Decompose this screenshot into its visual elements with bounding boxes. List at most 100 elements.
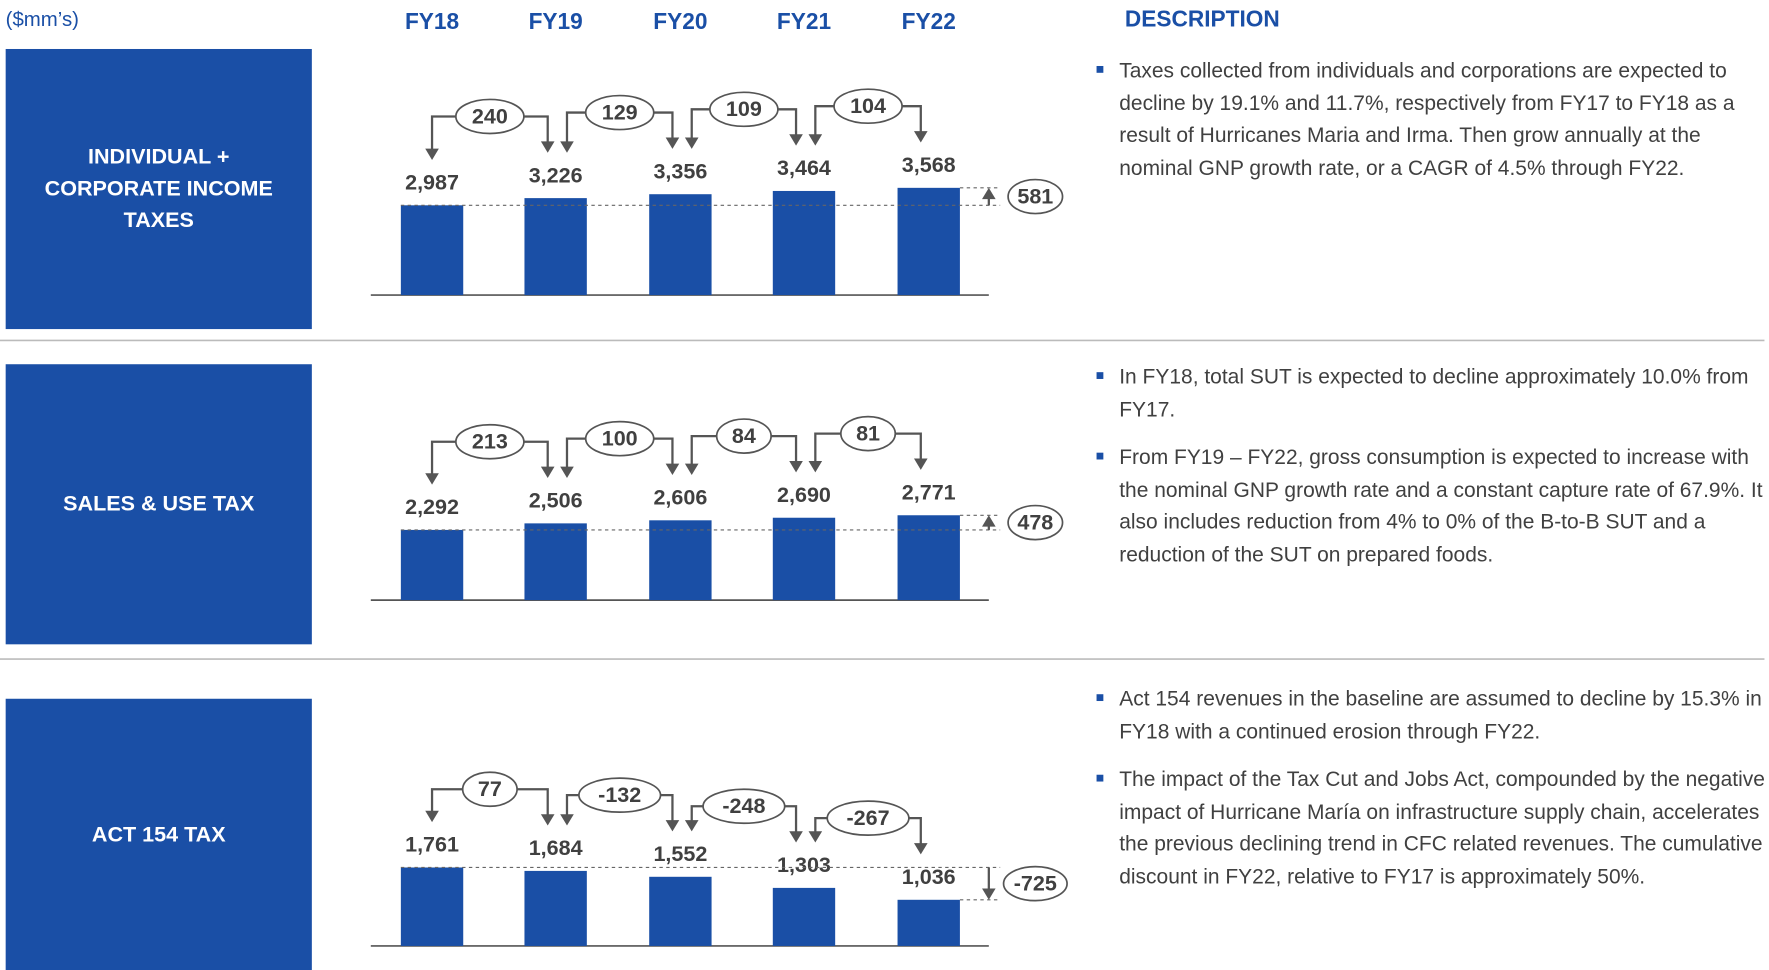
- arrow-head: [789, 134, 803, 146]
- arrow-head: [808, 461, 823, 473]
- bar: [897, 899, 960, 946]
- change-bubble: [709, 91, 779, 128]
- bullet: Taxes collected from individuals and cor…: [1096, 55, 1769, 184]
- total-change-label: 581: [1017, 184, 1053, 208]
- row-label: ACT 154 TAX: [91, 823, 226, 848]
- arrow-head: [913, 131, 928, 143]
- change-label: 84: [732, 424, 756, 448]
- change-bubble: [584, 94, 655, 131]
- row-label-holder: INDIVIDUAL + CORPORATE INCOME TAXES: [44, 144, 273, 233]
- bullet: From FY19 – FY22, gross consumption is e…: [1096, 441, 1769, 570]
- row-label-holder: SALES & USE TAX: [63, 491, 255, 516]
- arrow-head: [540, 814, 555, 826]
- change-bubble: [702, 788, 786, 825]
- arrow-head: [913, 458, 928, 470]
- bullet: Act 154 revenues in the baseline are ass…: [1096, 683, 1769, 748]
- bar: [897, 515, 960, 601]
- bar: [524, 523, 587, 601]
- description-title: DESCRIPTION: [1125, 6, 1280, 32]
- change-label: 109: [726, 97, 762, 121]
- total-change-label: -725: [1014, 871, 1057, 895]
- arrow-head: [684, 463, 699, 475]
- year-header: FY21: [777, 8, 831, 34]
- value-label: 1,761: [405, 833, 459, 857]
- bar: [649, 194, 712, 296]
- value-label: 1,552: [653, 842, 707, 866]
- bar: [524, 198, 587, 296]
- arrow-head: [808, 134, 823, 146]
- value-label: 1,684: [529, 836, 583, 860]
- bar: [524, 870, 587, 946]
- bullet-list: Taxes collected from individuals and cor…: [1094, 55, 1769, 184]
- change-bubble: [455, 423, 525, 460]
- change-label: 104: [850, 94, 886, 118]
- row-label: INDIVIDUAL + CORPORATE INCOME TAXES: [44, 144, 273, 233]
- arrow-head: [982, 888, 996, 900]
- change-bubble: [584, 420, 655, 457]
- bar: [772, 190, 836, 296]
- year-header: FY20: [653, 8, 707, 34]
- change-label: 77: [478, 777, 502, 801]
- total-change-bubble: [1007, 504, 1064, 541]
- row-label-box: [5, 364, 312, 645]
- arrow-head: [665, 820, 680, 832]
- arrow-head: [560, 466, 574, 479]
- arrow-head: [540, 141, 555, 153]
- value-label: 3,568: [902, 153, 956, 177]
- value-label: 3,464: [777, 156, 831, 180]
- row-label: SALES & USE TAX: [63, 491, 255, 516]
- total-change-bubble: [1002, 865, 1068, 902]
- change-label: -248: [722, 794, 765, 818]
- arrow-head: [789, 461, 803, 473]
- arrow-head: [540, 466, 555, 479]
- year-header: FY22: [902, 8, 956, 34]
- value-label: 1,303: [777, 853, 831, 877]
- value-label: 3,356: [653, 159, 707, 183]
- bullet: The impact of the Tax Cut and Jobs Act, …: [1096, 763, 1769, 892]
- value-label: 2,606: [653, 485, 707, 509]
- arrow-head: [982, 187, 996, 200]
- arrow-head: [560, 141, 574, 153]
- bar: [772, 517, 836, 601]
- bar: [649, 520, 712, 601]
- row-label-holder: ACT 154 TAX: [91, 823, 226, 848]
- total-change-bubble: [1007, 178, 1064, 215]
- change-label: 240: [472, 104, 508, 128]
- value-label: 2,292: [405, 495, 459, 519]
- row-label-box: [5, 698, 312, 970]
- bullet-list: Act 154 revenues in the baseline are ass…: [1094, 683, 1769, 893]
- total-change-label: 478: [1017, 510, 1053, 534]
- arrow-head: [425, 473, 439, 485]
- change-label: -267: [847, 806, 890, 830]
- change-label: 129: [602, 100, 638, 124]
- bar: [400, 205, 464, 296]
- change-label: 213: [472, 430, 508, 454]
- change-bubble: [833, 88, 903, 125]
- change-bubble: [578, 777, 662, 814]
- bar: [400, 529, 464, 601]
- arrow-head: [425, 148, 439, 160]
- bar: [772, 887, 836, 946]
- change-label: 100: [602, 426, 638, 450]
- change-bubble: [839, 415, 897, 452]
- arrow-head: [560, 814, 574, 826]
- arrow-head: [665, 137, 680, 149]
- arrow-head: [982, 515, 996, 527]
- value-label: 1,036: [902, 865, 956, 889]
- value-label: 2,987: [405, 170, 459, 194]
- year-header: FY19: [529, 8, 583, 34]
- bullets-holder: Act 154 revenues in the baseline are ass…: [1094, 683, 1769, 893]
- bullets-holder: In FY18, total SUT is expected to declin…: [1096, 364, 1769, 570]
- value-label: 2,506: [529, 489, 583, 513]
- arrow-head: [665, 463, 680, 475]
- year-header: FY18: [405, 8, 459, 34]
- arrow-head: [425, 810, 439, 823]
- bar: [897, 187, 960, 296]
- value-label: 2,771: [902, 480, 956, 504]
- arrow-head: [684, 820, 699, 832]
- bar: [400, 867, 464, 946]
- row-label-box: [5, 48, 312, 330]
- value-label: 2,690: [777, 483, 831, 507]
